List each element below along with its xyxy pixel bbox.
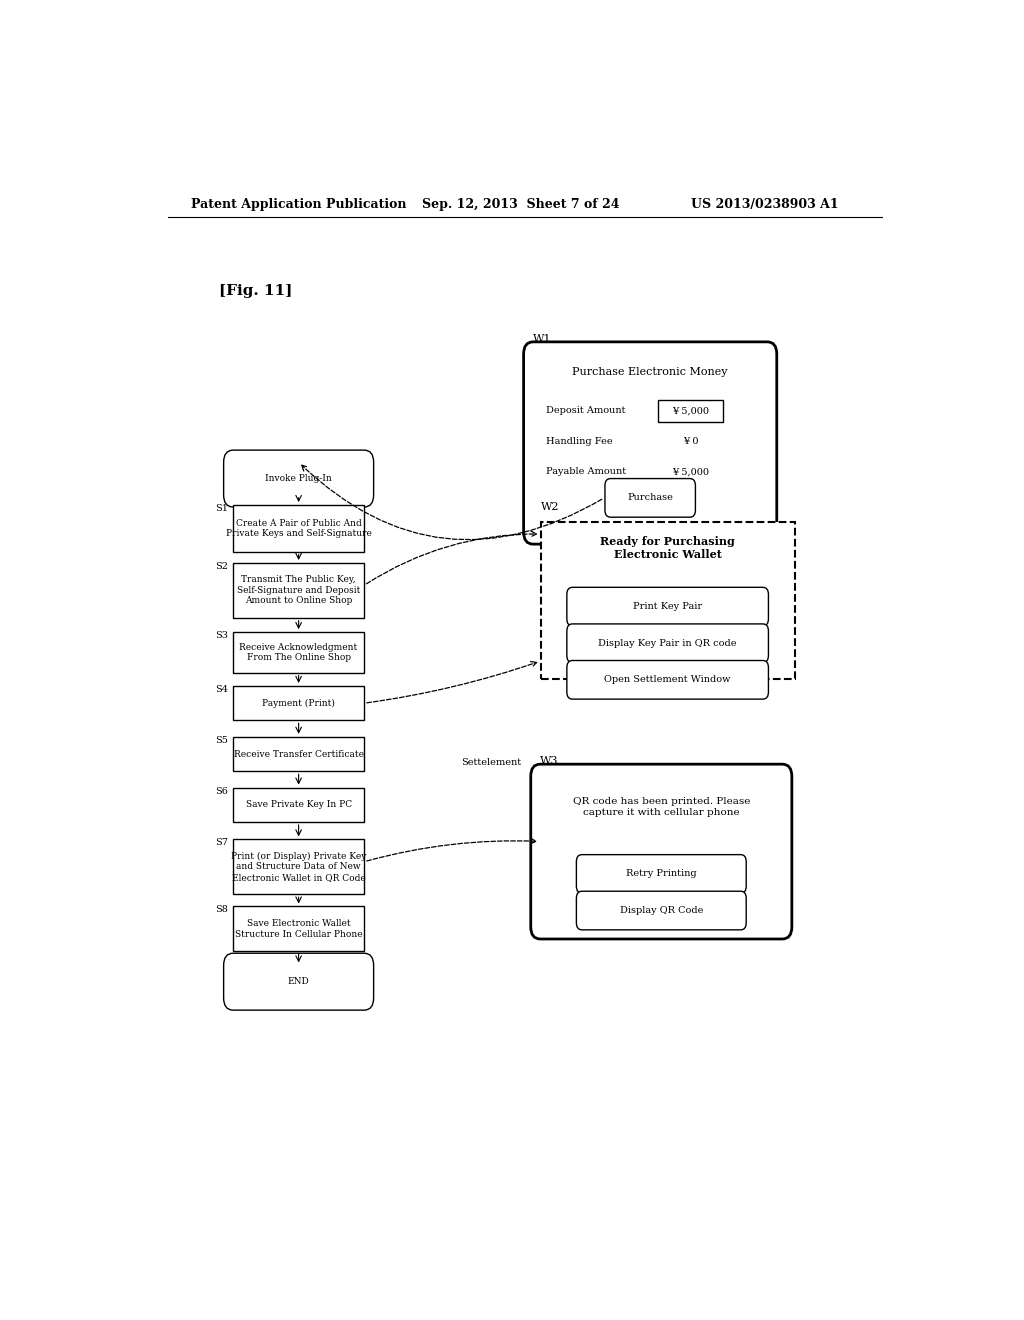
Text: Print (or Display) Private Key
and Structure Data of New
Electronic Wallet in QR: Print (or Display) Private Key and Struc… (231, 851, 367, 882)
Text: Deposit Amount: Deposit Amount (546, 407, 626, 416)
Text: W2: W2 (541, 502, 559, 512)
Text: ¥ 0: ¥ 0 (683, 437, 698, 446)
Text: S7: S7 (215, 838, 228, 847)
FancyBboxPatch shape (523, 342, 777, 544)
FancyBboxPatch shape (223, 450, 374, 507)
Text: Receive Transfer Certificate: Receive Transfer Certificate (233, 750, 364, 759)
Bar (233, 788, 365, 822)
Text: QR code has been printed. Please
capture it with cellular phone: QR code has been printed. Please capture… (572, 797, 750, 817)
FancyBboxPatch shape (567, 587, 768, 626)
Text: S4: S4 (215, 685, 228, 694)
Text: Save Private Key In PC: Save Private Key In PC (246, 800, 351, 809)
Text: S5: S5 (215, 735, 228, 744)
Text: Purchase Electronic Money: Purchase Electronic Money (572, 367, 728, 378)
FancyBboxPatch shape (577, 891, 746, 929)
Text: Display QR Code: Display QR Code (620, 906, 703, 915)
FancyBboxPatch shape (577, 854, 746, 894)
Text: Receive Acknowledgment
From The Online Shop: Receive Acknowledgment From The Online S… (240, 643, 357, 663)
Text: Print Key Pair: Print Key Pair (633, 602, 702, 611)
FancyBboxPatch shape (223, 953, 374, 1010)
Text: [Fig. 11]: [Fig. 11] (219, 284, 293, 297)
FancyBboxPatch shape (567, 660, 768, 700)
Text: Ready for Purchasing
Electronic Wallet: Ready for Purchasing Electronic Wallet (600, 536, 735, 560)
Bar (658, 400, 723, 422)
Text: Save Electronic Wallet
Structure In Cellular Phone: Save Electronic Wallet Structure In Cell… (234, 919, 362, 939)
Text: W3: W3 (541, 756, 559, 766)
Text: S3: S3 (215, 631, 228, 640)
Text: Invoke Plug-In: Invoke Plug-In (265, 474, 332, 483)
Text: ¥ 5,000: ¥ 5,000 (672, 467, 710, 477)
Text: Patent Application Publication: Patent Application Publication (191, 198, 407, 211)
Bar (233, 737, 365, 771)
Text: Payment (Print): Payment (Print) (262, 698, 335, 708)
Text: Create A Pair of Public And
Private Keys and Self-Signature: Create A Pair of Public And Private Keys… (225, 519, 372, 539)
Text: S6: S6 (215, 787, 228, 796)
Text: Sep. 12, 2013  Sheet 7 of 24: Sep. 12, 2013 Sheet 7 of 24 (422, 198, 620, 211)
Text: Open Settlement Window: Open Settlement Window (604, 676, 731, 684)
FancyBboxPatch shape (605, 479, 695, 517)
Bar (233, 840, 365, 894)
Text: W1: W1 (534, 334, 552, 345)
Text: Payable Amount: Payable Amount (546, 467, 626, 477)
Bar (233, 506, 365, 552)
Bar (541, 521, 795, 680)
Text: Purchase: Purchase (628, 494, 673, 503)
Bar (233, 686, 365, 721)
Text: Settelement: Settelement (461, 758, 521, 767)
Text: Handling Fee: Handling Fee (546, 437, 612, 446)
Bar (233, 907, 365, 952)
FancyBboxPatch shape (567, 624, 768, 663)
Text: END: END (288, 977, 309, 986)
Text: S2: S2 (215, 562, 228, 572)
Text: ¥ 5,000: ¥ 5,000 (672, 407, 710, 416)
Text: Transmit The Public Key,
Self-Signature and Deposit
Amount to Online Shop: Transmit The Public Key, Self-Signature … (237, 576, 360, 606)
Text: S8: S8 (215, 906, 228, 915)
Text: US 2013/0238903 A1: US 2013/0238903 A1 (691, 198, 839, 211)
FancyBboxPatch shape (530, 764, 792, 939)
Text: S1: S1 (215, 504, 228, 513)
Bar (233, 632, 365, 673)
Text: Retry Printing: Retry Printing (626, 870, 696, 878)
Text: Display Key Pair in QR code: Display Key Pair in QR code (598, 639, 737, 648)
Bar (233, 562, 365, 618)
